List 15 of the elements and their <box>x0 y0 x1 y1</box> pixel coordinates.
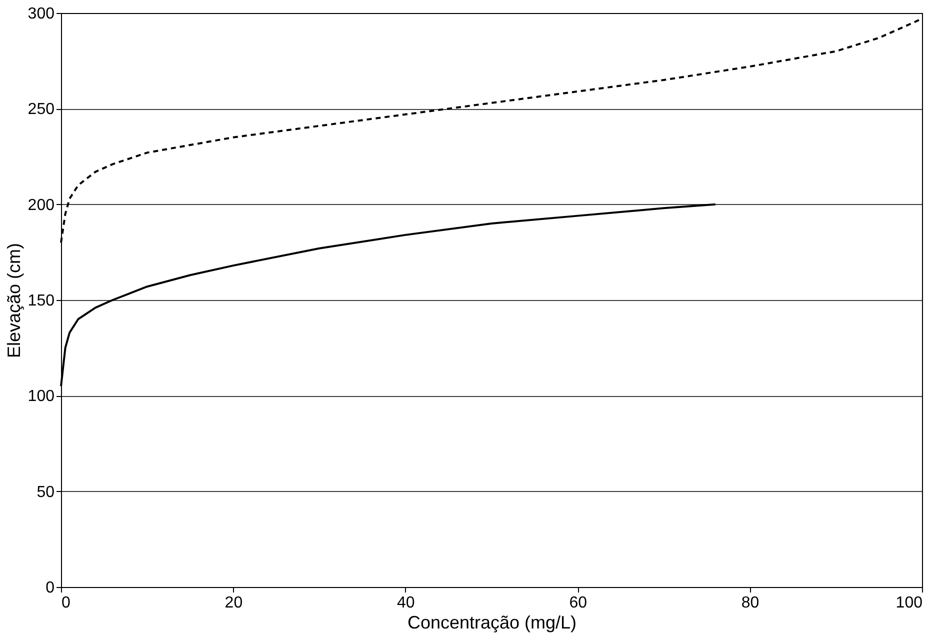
y-tick-label: 200 <box>28 196 55 214</box>
x-tick-label: 20 <box>224 594 243 612</box>
x-tick-label: 60 <box>569 594 588 612</box>
y-tick-label: 100 <box>28 388 55 406</box>
y-tick-label: 0 <box>46 580 55 596</box>
x-tick-label: 80 <box>741 594 760 612</box>
x-tick-label: 40 <box>397 594 415 612</box>
y-tick-label: 50 <box>36 484 55 501</box>
y-tick-label: 150 <box>28 292 55 310</box>
x-tick-label: 0 <box>62 594 70 612</box>
y-axis-title: Elevação (cm) <box>4 242 24 358</box>
x-tick-label: 100 <box>896 594 923 612</box>
y-tick-label: 250 <box>28 101 55 118</box>
x-axis-title: Concentração (mg/L) <box>407 612 577 632</box>
y-tick-label: 300 <box>28 6 55 22</box>
